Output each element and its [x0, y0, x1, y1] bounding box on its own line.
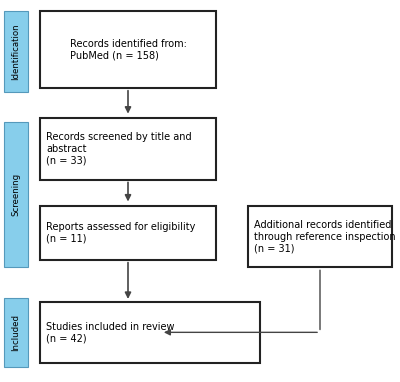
- Text: Studies included in review
(n = 42): Studies included in review (n = 42): [46, 322, 174, 343]
- Text: Records screened by title and
abstract
(n = 33): Records screened by title and abstract (…: [46, 133, 192, 165]
- Text: Screening: Screening: [12, 173, 20, 216]
- Bar: [4, 298, 28, 367]
- Bar: [4, 11, 28, 92]
- Text: Records identified from:
PubMed (n = 158): Records identified from: PubMed (n = 158…: [70, 39, 186, 60]
- Text: Included: Included: [12, 314, 20, 351]
- Bar: [40, 206, 216, 260]
- Bar: [4, 122, 28, 267]
- Bar: [40, 302, 260, 363]
- Bar: [40, 11, 216, 88]
- Text: Reports assessed for eligibility
(n = 11): Reports assessed for eligibility (n = 11…: [46, 222, 195, 244]
- Bar: [40, 118, 216, 180]
- Text: Additional records identified
through reference inspection
(n = 31): Additional records identified through re…: [254, 220, 396, 253]
- Text: Identification: Identification: [12, 23, 20, 80]
- Bar: [248, 206, 392, 267]
